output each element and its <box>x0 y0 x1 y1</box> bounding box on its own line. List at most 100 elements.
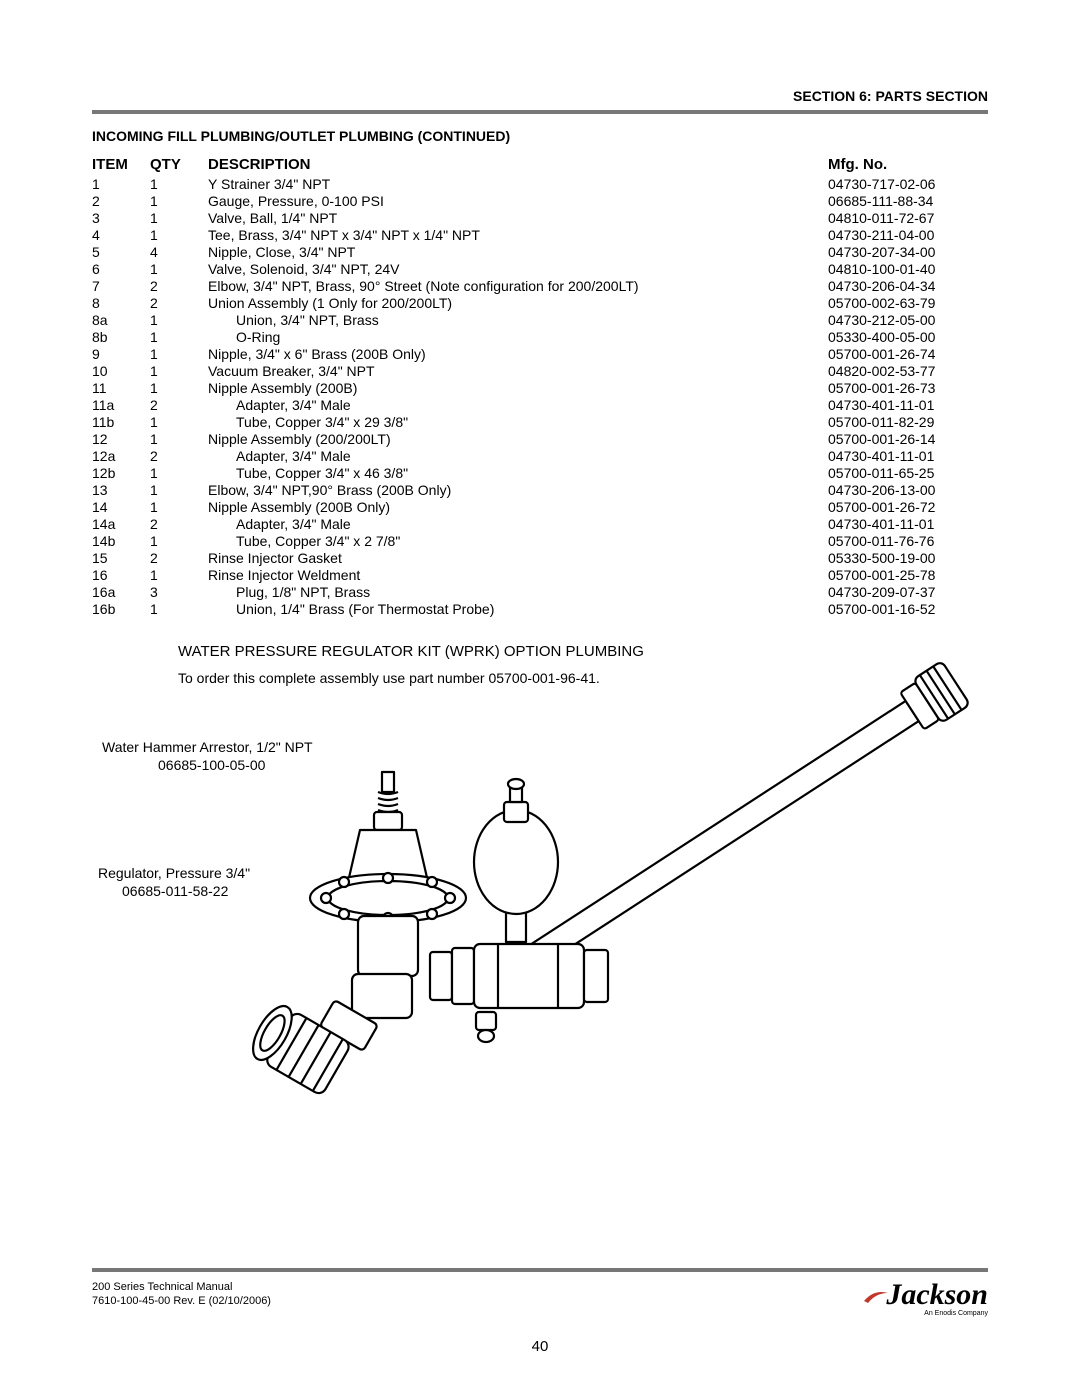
logo: Jackson An Enodis Company <box>862 1278 988 1317</box>
table-row: 16a3Plug, 1/8" NPT, Brass04730-209-07-37 <box>92 583 988 600</box>
diagram-area: Water Hammer Arrestor, 1/2" NPT 06685-10… <box>92 702 988 1162</box>
table-row: 161Rinse Injector Weldment05700-001-25-7… <box>92 566 988 583</box>
table-row: 121Nipple Assembly (200/200LT)05700-001-… <box>92 430 988 447</box>
cell-mfg: 04730-211-04-00 <box>828 226 988 243</box>
cell-desc: Valve, Solenoid, 3/4" NPT, 24V <box>208 260 828 277</box>
table-row: 61Valve, Solenoid, 3/4" NPT, 24V04810-10… <box>92 260 988 277</box>
cell-desc: Nipple Assembly (200B) <box>208 379 828 396</box>
cell-item: 14b <box>92 532 150 549</box>
table-row: 101Vacuum Breaker, 3/4" NPT04820-002-53-… <box>92 362 988 379</box>
cell-qty: 1 <box>150 362 208 379</box>
table-row: 21Gauge, Pressure, 0-100 PSI06685-111-88… <box>92 192 988 209</box>
footer-line1: 200 Series Technical Manual <box>92 1280 271 1294</box>
table-row: 72Elbow, 3/4" NPT, Brass, 90° Street (No… <box>92 277 988 294</box>
cell-qty: 2 <box>150 549 208 566</box>
table-row: 152Rinse Injector Gasket05330-500-19-00 <box>92 549 988 566</box>
cell-item: 13 <box>92 481 150 498</box>
cell-desc: Tube, Copper 3/4" x 46 3/8" <box>208 464 828 481</box>
cell-desc: Y Strainer 3/4" NPT <box>208 175 828 192</box>
cell-qty: 1 <box>150 379 208 396</box>
cell-mfg: 04810-100-01-40 <box>828 260 988 277</box>
cell-qty: 1 <box>150 175 208 192</box>
cell-mfg: 04730-401-11-01 <box>828 447 988 464</box>
table-row: 54Nipple, Close, 3/4" NPT04730-207-34-00 <box>92 243 988 260</box>
cell-item: 16a <box>92 583 150 600</box>
table-row: 14b1Tube, Copper 3/4" x 2 7/8"05700-011-… <box>92 532 988 549</box>
cell-mfg: 04730-401-11-01 <box>828 396 988 413</box>
cell-desc: Nipple, 3/4" x 6" Brass (200B Only) <box>208 345 828 362</box>
cell-mfg: 04730-207-34-00 <box>828 243 988 260</box>
cell-item: 16 <box>92 566 150 583</box>
cell-desc: Adapter, 3/4" Male <box>208 515 828 532</box>
col-item-header: ITEM <box>92 156 150 175</box>
cell-mfg: 04730-206-13-00 <box>828 481 988 498</box>
cell-item: 5 <box>92 243 150 260</box>
subheader: INCOMING FILL PLUMBING/OUTLET PLUMBING (… <box>92 128 988 144</box>
table-row: 11Y Strainer 3/4" NPT04730-717-02-06 <box>92 175 988 192</box>
cell-desc: Tube, Copper 3/4" x 2 7/8" <box>208 532 828 549</box>
cell-desc: O-Ring <box>208 328 828 345</box>
cell-item: 12a <box>92 447 150 464</box>
cell-mfg: 05330-500-19-00 <box>828 549 988 566</box>
col-desc-header: DESCRIPTION <box>208 156 828 175</box>
cell-item: 12b <box>92 464 150 481</box>
cell-qty: 1 <box>150 260 208 277</box>
cell-item: 8b <box>92 328 150 345</box>
table-row: 31Valve, Ball, 1/4" NPT04810-011-72-67 <box>92 209 988 226</box>
table-header-row: ITEM QTY DESCRIPTION Mfg. No. <box>92 156 988 175</box>
cell-desc: Vacuum Breaker, 3/4" NPT <box>208 362 828 379</box>
logo-text: Jackson <box>886 1278 988 1311</box>
cell-mfg: 05700-002-63-79 <box>828 294 988 311</box>
cell-mfg: 04730-212-05-00 <box>828 311 988 328</box>
cell-desc: Nipple, Close, 3/4" NPT <box>208 243 828 260</box>
cell-qty: 1 <box>150 430 208 447</box>
table-row: 11a2Adapter, 3/4" Male04730-401-11-01 <box>92 396 988 413</box>
footer-line2: 7610-100-45-00 Rev. E (02/10/2006) <box>92 1294 271 1308</box>
cell-mfg: 05700-001-26-73 <box>828 379 988 396</box>
cell-qty: 1 <box>150 413 208 430</box>
cell-qty: 2 <box>150 277 208 294</box>
cell-desc: Adapter, 3/4" Male <box>208 447 828 464</box>
cell-mfg: 04810-011-72-67 <box>828 209 988 226</box>
cell-item: 9 <box>92 345 150 362</box>
cell-qty: 1 <box>150 209 208 226</box>
cell-mfg: 05700-011-65-25 <box>828 464 988 481</box>
table-row: 14a2Adapter, 3/4" Male04730-401-11-01 <box>92 515 988 532</box>
page-number: 40 <box>0 1338 1080 1355</box>
cell-item: 3 <box>92 209 150 226</box>
cell-desc: Plug, 1/8" NPT, Brass <box>208 583 828 600</box>
cell-item: 12 <box>92 430 150 447</box>
cell-desc: Nipple Assembly (200B Only) <box>208 498 828 515</box>
table-row: 8b1O-Ring05330-400-05-00 <box>92 328 988 345</box>
cell-desc: Nipple Assembly (200/200LT) <box>208 430 828 447</box>
parts-table: ITEM QTY DESCRIPTION Mfg. No. 11Y Strain… <box>92 156 988 617</box>
cell-qty: 3 <box>150 583 208 600</box>
table-row: 41Tee, Brass, 3/4" NPT x 3/4" NPT x 1/4"… <box>92 226 988 243</box>
cell-qty: 1 <box>150 226 208 243</box>
cell-qty: 1 <box>150 328 208 345</box>
cell-mfg: 05700-001-25-78 <box>828 566 988 583</box>
plumbing-diagram <box>228 642 988 1162</box>
cell-desc: Adapter, 3/4" Male <box>208 396 828 413</box>
table-row: 11b1Tube, Copper 3/4" x 29 3/8"05700-011… <box>92 413 988 430</box>
cell-item: 16b <box>92 600 150 617</box>
cell-desc: Valve, Ball, 1/4" NPT <box>208 209 828 226</box>
cell-mfg: 06685-111-88-34 <box>828 192 988 209</box>
cell-item: 7 <box>92 277 150 294</box>
cell-mfg: 04730-717-02-06 <box>828 175 988 192</box>
cell-qty: 1 <box>150 192 208 209</box>
cell-qty: 1 <box>150 566 208 583</box>
cell-desc: Union, 3/4" NPT, Brass <box>208 311 828 328</box>
cell-desc: Tee, Brass, 3/4" NPT x 3/4" NPT x 1/4" N… <box>208 226 828 243</box>
cell-qty: 1 <box>150 532 208 549</box>
cell-qty: 1 <box>150 600 208 617</box>
cell-mfg: 05700-011-76-76 <box>828 532 988 549</box>
cell-mfg: 04730-206-04-34 <box>828 277 988 294</box>
cell-item: 11a <box>92 396 150 413</box>
cell-mfg: 04730-209-07-37 <box>828 583 988 600</box>
table-row: 131Elbow, 3/4" NPT,90° Brass (200B Only)… <box>92 481 988 498</box>
cell-desc: Gauge, Pressure, 0-100 PSI <box>208 192 828 209</box>
col-mfg-header: Mfg. No. <box>828 156 988 175</box>
top-rule <box>92 110 988 114</box>
cell-item: 14a <box>92 515 150 532</box>
